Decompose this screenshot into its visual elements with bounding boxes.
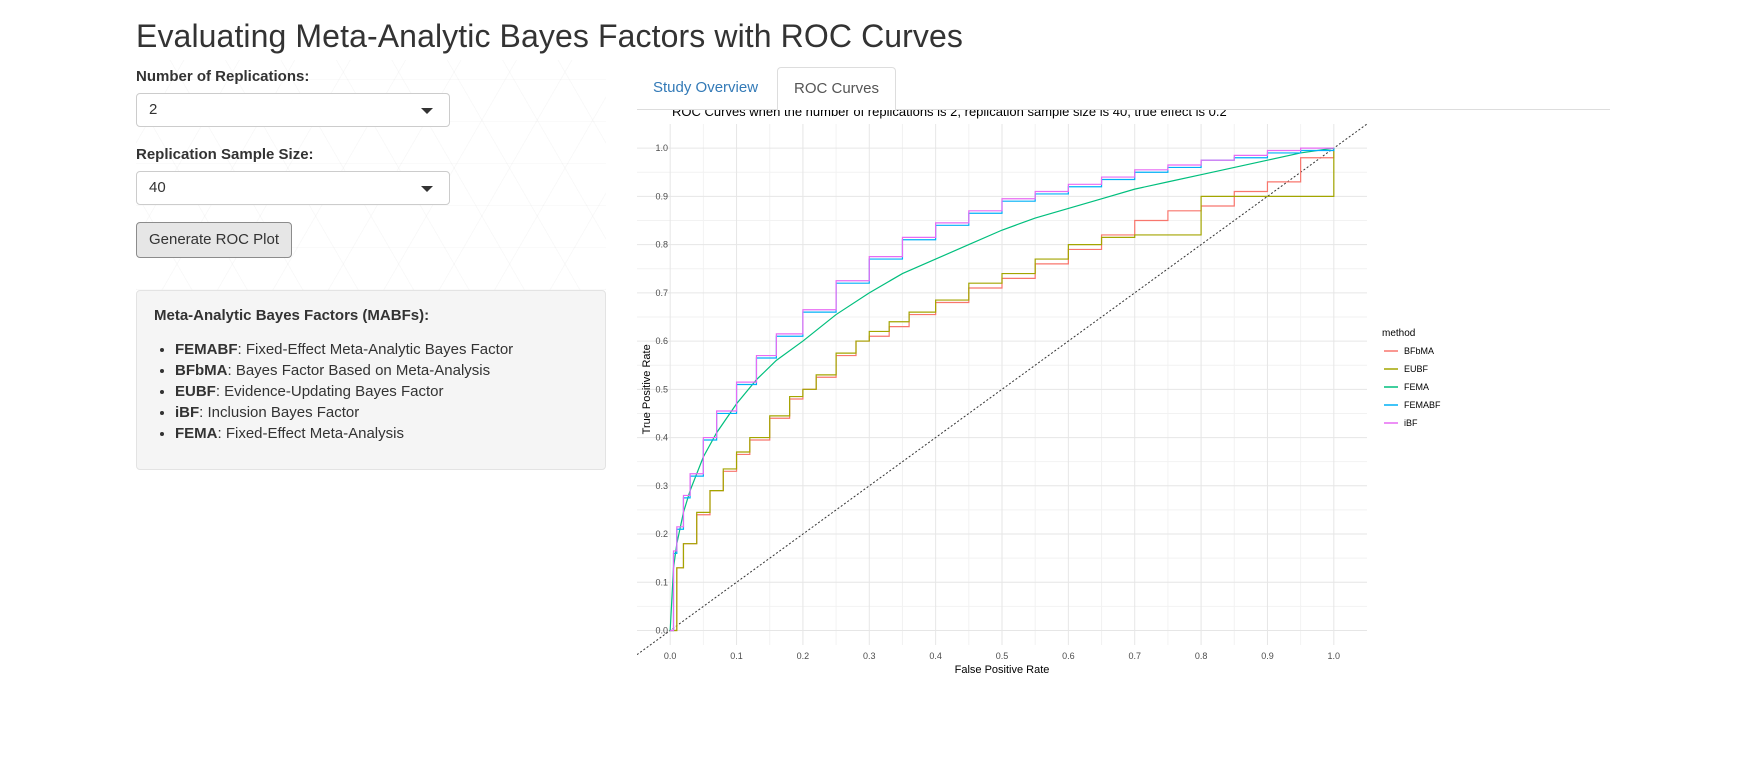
sample-size-value: 40 (149, 179, 166, 196)
chart-title: ROC Curves when the number of replicatio… (672, 110, 1227, 119)
y-tick-label: 0.0 (655, 626, 668, 636)
x-tick-label: 0.3 (863, 651, 876, 661)
mabf-list: FEMABF: Fixed-Effect Meta-Analytic Bayes… (157, 339, 513, 444)
roc-chart: ROC Curves when the number of replicatio… (636, 104, 1441, 676)
y-tick-label: 0.6 (655, 336, 668, 346)
series-line-eubf (670, 148, 1335, 632)
abbr: FEMABF (175, 341, 238, 358)
y-tick-label: 0.9 (655, 191, 668, 201)
info-panel: Meta-Analytic Bayes Factors (MABFs): FEM… (136, 290, 606, 470)
tab-roc-curves[interactable]: ROC Curves (777, 67, 897, 111)
list-item: EUBF: Evidence-Updating Bayes Factor (175, 381, 513, 402)
diagonal-reference-line (636, 123, 1368, 656)
abbr: BFbMA (175, 362, 228, 379)
x-tick-label: 0.0 (664, 651, 677, 661)
y-tick-label: 0.5 (655, 384, 668, 394)
y-tick-label: 1.0 (655, 143, 668, 153)
x-tick-label: 0.7 (1128, 651, 1141, 661)
tab-study-overview[interactable]: Study Overview (653, 79, 759, 96)
x-tick-label: 0.5 (996, 651, 1009, 661)
replications-label: Number of Replications: (136, 68, 310, 85)
abbr: FEMA (175, 425, 218, 442)
list-item: iBF: Inclusion Bayes Factor (175, 402, 513, 423)
legend-label: FEMABF (1404, 400, 1441, 410)
desc: : Fixed-Effect Meta-Analysis (217, 425, 404, 442)
legend-label: FEMA (1404, 382, 1429, 392)
y-tick-label: 0.3 (655, 481, 668, 491)
list-item: FEMABF: Fixed-Effect Meta-Analytic Bayes… (175, 339, 513, 360)
legend-title: method (1382, 328, 1415, 339)
sample-size-select[interactable]: 40 (136, 171, 450, 205)
y-tick-label: 0.4 (655, 433, 668, 443)
sample-size-label: Replication Sample Size: (136, 146, 314, 163)
y-tick-label: 0.1 (655, 577, 668, 587)
generate-roc-button[interactable]: Generate ROC Plot (136, 222, 292, 258)
info-title: Meta-Analytic Bayes Factors (MABFs): (154, 307, 430, 324)
x-axis-label: False Positive Rate (955, 664, 1050, 676)
x-tick-label: 0.4 (929, 651, 942, 661)
legend-label: BFbMA (1404, 346, 1434, 356)
x-tick-label: 0.9 (1261, 651, 1274, 661)
y-tick-label: 0.8 (655, 240, 668, 250)
y-tick-label: 0.2 (655, 529, 668, 539)
x-tick-label: 0.8 (1195, 651, 1208, 661)
legend-label: EUBF (1404, 364, 1429, 374)
desc: : Bayes Factor Based on Meta-Analysis (227, 362, 491, 379)
chevron-down-icon (421, 186, 433, 192)
y-tick-label: 0.7 (655, 288, 668, 298)
tab-bar: Study Overview ROC Curves (637, 67, 1610, 111)
list-item: BFbMA: Bayes Factor Based on Meta-Analys… (175, 360, 513, 381)
chevron-down-icon (421, 108, 433, 114)
desc: : Fixed-Effect Meta-Analytic Bayes Facto… (237, 341, 514, 358)
y-axis-label: True Positive Rate (641, 344, 653, 434)
abbr: EUBF (175, 383, 216, 400)
desc: : Inclusion Bayes Factor (199, 404, 360, 421)
desc: : Evidence-Updating Bayes Factor (215, 383, 444, 400)
roc-plot: ROC Curves when the number of replicatio… (636, 104, 1647, 750)
x-tick-label: 0.2 (797, 651, 810, 661)
x-tick-label: 0.1 (730, 651, 743, 661)
legend-label: iBF (1404, 418, 1418, 428)
x-tick-label: 0.6 (1062, 651, 1075, 661)
replications-value: 2 (149, 101, 158, 118)
abbr: iBF (175, 404, 200, 421)
replications-select[interactable]: 2 (136, 93, 450, 127)
series-line-ibf (670, 147, 1334, 632)
page-title: Evaluating Meta-Analytic Bayes Factors w… (136, 18, 964, 54)
x-tick-label: 1.0 (1328, 651, 1341, 661)
series-line-fema (669, 147, 1334, 631)
list-item: FEMA: Fixed-Effect Meta-Analysis (175, 423, 513, 444)
